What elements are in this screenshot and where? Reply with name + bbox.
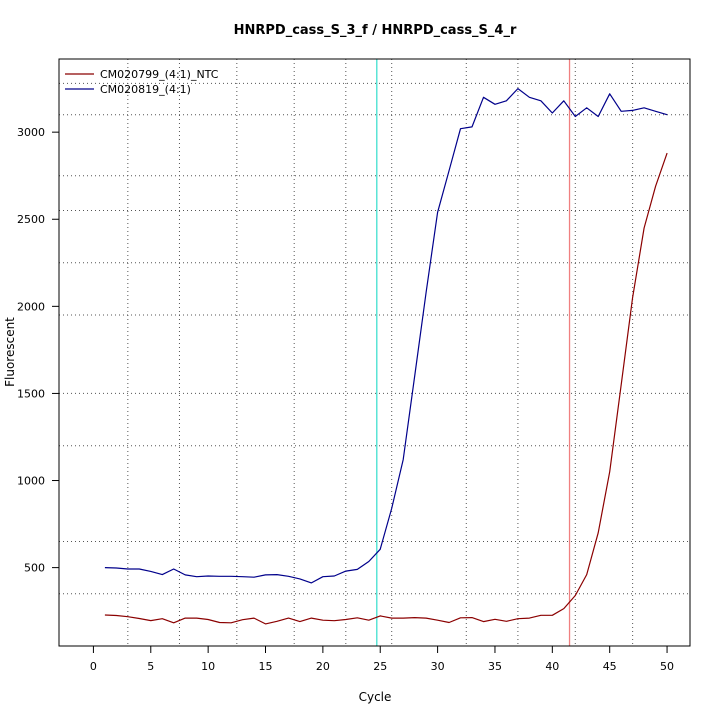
x-tick-label: 20 bbox=[316, 660, 330, 673]
plot-frame bbox=[58, 58, 691, 647]
y-tick-label: 1500 bbox=[17, 387, 45, 400]
x-tick-label: 15 bbox=[259, 660, 273, 673]
series-line bbox=[104, 87, 668, 584]
x-tick-label: 45 bbox=[603, 660, 617, 673]
series-line bbox=[104, 152, 668, 625]
data-series bbox=[104, 87, 668, 625]
y-tick-label: 1000 bbox=[17, 475, 45, 488]
chart-title: HNRPD_cass_S_3_f / HNRPD_cass_S_4_r bbox=[234, 23, 517, 38]
y-axis-label: Fluorescent bbox=[3, 317, 17, 387]
threshold-lines bbox=[376, 59, 571, 646]
x-tick-label: 25 bbox=[373, 660, 387, 673]
y-tick-label: 500 bbox=[24, 562, 45, 575]
y-tick-label: 2500 bbox=[17, 213, 45, 226]
x-tick-label: 5 bbox=[147, 660, 154, 673]
x-tick-label: 35 bbox=[488, 660, 502, 673]
legend: CM020799_(4:1)_NTC CM020819_(4:1) bbox=[65, 68, 219, 96]
x-tick-label: 0 bbox=[90, 660, 97, 673]
y-tick-label: 3000 bbox=[17, 126, 45, 139]
grid bbox=[59, 59, 690, 646]
x-tick-label: 50 bbox=[660, 660, 674, 673]
x-tick-label: 30 bbox=[431, 660, 445, 673]
x-tick-label: 10 bbox=[201, 660, 215, 673]
y-tick-label: 2000 bbox=[17, 300, 45, 313]
axes: 0 5 10 15 20 25 30 35 40 45 50 500 1000 1500 2000 2500 3… bbox=[17, 126, 674, 673]
legend-label: CM020799_(4:1)_NTC bbox=[100, 68, 219, 81]
x-axis-label: Cycle bbox=[359, 690, 392, 704]
legend-label: CM020819_(4:1) bbox=[100, 83, 191, 96]
x-tick-label: 40 bbox=[545, 660, 559, 673]
